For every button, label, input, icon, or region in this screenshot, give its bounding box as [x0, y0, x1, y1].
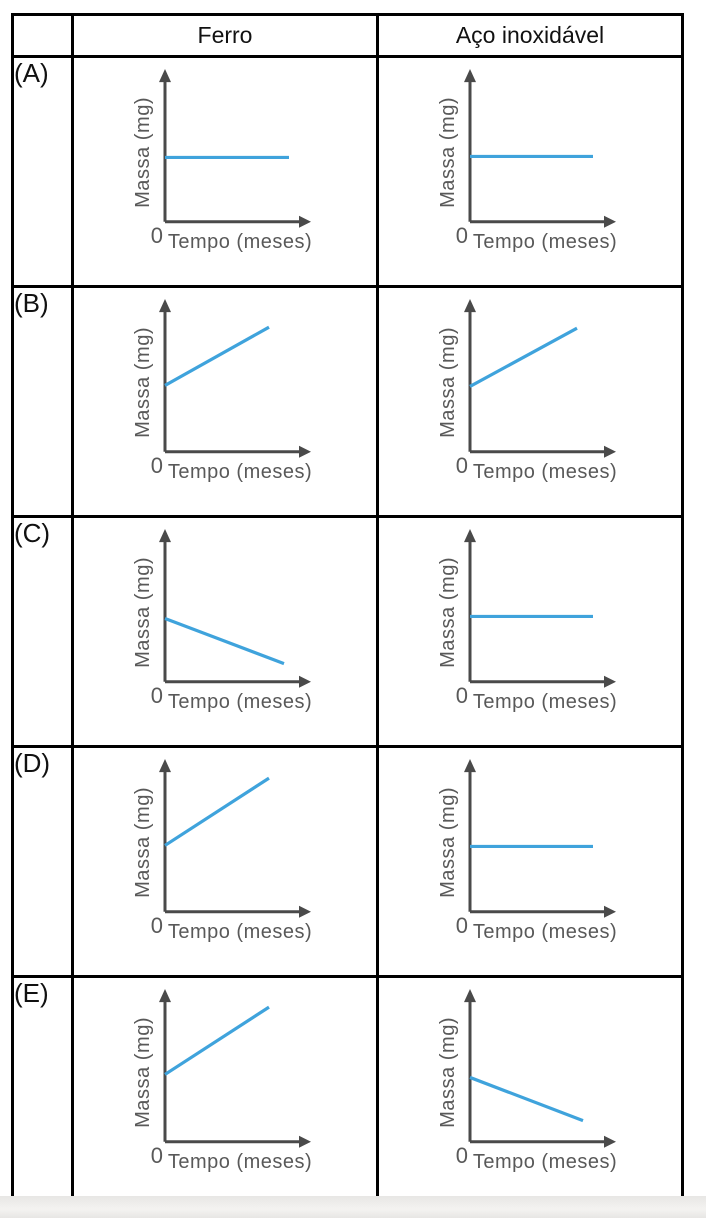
x-axis-arrow-icon — [299, 675, 311, 688]
option-label-c: (C) — [11, 515, 74, 748]
table-row-option-d: (D) 0 Tempo (meses) Massa (mg) — [11, 745, 684, 978]
line-chart-a-ferro: 0 Tempo (meses) Massa (mg) — [132, 69, 312, 253]
y-axis-label: Massa (mg) — [437, 327, 459, 438]
y-axis-arrow-icon — [464, 989, 476, 1003]
x-axis-arrow-icon — [299, 905, 311, 918]
table-row-option-a: (A) 0 Tempo (meses) Massa (mg) — [11, 55, 684, 288]
x-axis-arrow-icon — [299, 1135, 311, 1148]
x-axis-arrow-icon — [604, 1135, 616, 1148]
origin-zero-label: 0 — [456, 453, 468, 478]
option-label-a: (A) — [11, 55, 74, 288]
x-axis-label: Tempo (meses) — [473, 691, 617, 713]
data-line — [164, 616, 285, 666]
line-chart-b-aco: 0 Tempo (meses) Massa (mg) — [437, 299, 617, 483]
data-line — [164, 325, 270, 387]
option-label-d: (D) — [11, 745, 74, 978]
x-axis-arrow-icon — [299, 445, 311, 458]
x-axis-label: Tempo (meses) — [168, 231, 312, 253]
option-label-e: (E) — [11, 975, 74, 1208]
y-axis-arrow-icon — [464, 69, 476, 83]
graph-cell-d-aco: 0 Tempo (meses) Massa (mg) — [376, 745, 684, 978]
x-axis-label: Tempo (meses) — [168, 921, 312, 943]
table-row-option-c: (C) 0 Tempo (meses) Massa (mg) — [11, 515, 684, 748]
graph-cell-a-aco: 0 Tempo (meses) Massa (mg) — [376, 55, 684, 288]
line-chart-a-aco: 0 Tempo (meses) Massa (mg) — [437, 69, 617, 253]
line-chart-b-ferro: 0 Tempo (meses) Massa (mg) — [132, 299, 312, 483]
y-axis-arrow-icon — [159, 69, 171, 83]
y-axis-label: Massa (mg) — [132, 557, 154, 668]
line-chart-d-ferro: 0 Tempo (meses) Massa (mg) — [132, 759, 312, 943]
y-axis-label: Massa (mg) — [437, 557, 459, 668]
graph-cell-e-ferro: 0 Tempo (meses) Massa (mg) — [71, 975, 379, 1208]
y-axis-arrow-icon — [159, 529, 171, 543]
x-axis-label: Tempo (meses) — [473, 1151, 617, 1173]
x-axis-arrow-icon — [604, 215, 616, 228]
x-axis-arrow-icon — [604, 905, 616, 918]
table-row-option-b: (B) 0 Tempo (meses) Massa (mg) — [11, 285, 684, 518]
y-axis-label: Massa (mg) — [437, 787, 459, 898]
graph-cell-c-ferro: 0 Tempo (meses) Massa (mg) — [71, 515, 379, 748]
origin-zero-label: 0 — [151, 1143, 163, 1168]
data-line — [469, 326, 578, 388]
y-axis-arrow-icon — [464, 759, 476, 773]
corner-cell — [11, 13, 74, 58]
graph-cell-b-ferro: 0 Tempo (meses) Massa (mg) — [71, 285, 379, 518]
origin-zero-label: 0 — [151, 683, 163, 708]
data-line — [164, 776, 270, 847]
origin-zero-label: 0 — [456, 223, 468, 248]
y-axis-arrow-icon — [159, 989, 171, 1003]
line-chart-e-aco: 0 Tempo (meses) Massa (mg) — [437, 989, 617, 1173]
x-axis-arrow-icon — [604, 445, 616, 458]
data-line — [164, 1005, 270, 1076]
origin-zero-label: 0 — [456, 1143, 468, 1168]
line-chart-c-aco: 0 Tempo (meses) Massa (mg) — [437, 529, 617, 713]
y-axis-label: Massa (mg) — [437, 97, 459, 208]
origin-zero-label: 0 — [151, 453, 163, 478]
y-axis-arrow-icon — [464, 529, 476, 543]
y-axis-label: Massa (mg) — [132, 327, 154, 438]
option-label-b: (B) — [11, 285, 74, 518]
origin-zero-label: 0 — [151, 913, 163, 938]
line-chart-c-ferro: 0 Tempo (meses) Massa (mg) — [132, 529, 312, 713]
origin-zero-label: 0 — [456, 913, 468, 938]
y-axis-arrow-icon — [464, 299, 476, 313]
y-axis-label: Massa (mg) — [132, 97, 154, 208]
options-table: Ferro Aço inoxidável (A) 0 Tempo (meses)… — [11, 13, 684, 1208]
graph-cell-c-aco: 0 Tempo (meses) Massa (mg) — [376, 515, 684, 748]
graph-cell-a-ferro: 0 Tempo (meses) Massa (mg) — [71, 55, 379, 288]
x-axis-arrow-icon — [299, 215, 311, 228]
y-axis-label: Massa (mg) — [437, 1017, 459, 1128]
data-line — [469, 1075, 584, 1123]
graph-cell-d-ferro: 0 Tempo (meses) Massa (mg) — [71, 745, 379, 978]
x-axis-arrow-icon — [604, 675, 616, 688]
y-axis-arrow-icon — [159, 759, 171, 773]
x-axis-label: Tempo (meses) — [473, 461, 617, 483]
x-axis-label: Tempo (meses) — [473, 231, 617, 253]
line-chart-e-ferro: 0 Tempo (meses) Massa (mg) — [132, 989, 312, 1173]
graph-cell-e-aco: 0 Tempo (meses) Massa (mg) — [376, 975, 684, 1208]
x-axis-label: Tempo (meses) — [168, 461, 312, 483]
y-axis-arrow-icon — [159, 299, 171, 313]
line-chart-d-aco: 0 Tempo (meses) Massa (mg) — [437, 759, 617, 943]
graph-cell-b-aco: 0 Tempo (meses) Massa (mg) — [376, 285, 684, 518]
origin-zero-label: 0 — [151, 223, 163, 248]
column-header-aco-inoxidavel: Aço inoxidável — [376, 13, 684, 58]
x-axis-label: Tempo (meses) — [168, 1151, 312, 1173]
table-row-option-e: (E) 0 Tempo (meses) Massa (mg) — [11, 975, 684, 1208]
x-axis-label: Tempo (meses) — [473, 921, 617, 943]
x-axis-label: Tempo (meses) — [168, 691, 312, 713]
y-axis-label: Massa (mg) — [132, 787, 154, 898]
page-background-strip — [0, 1196, 706, 1218]
column-header-ferro: Ferro — [71, 13, 379, 58]
y-axis-label: Massa (mg) — [132, 1017, 154, 1128]
table-header-row: Ferro Aço inoxidável — [11, 13, 684, 58]
origin-zero-label: 0 — [456, 683, 468, 708]
